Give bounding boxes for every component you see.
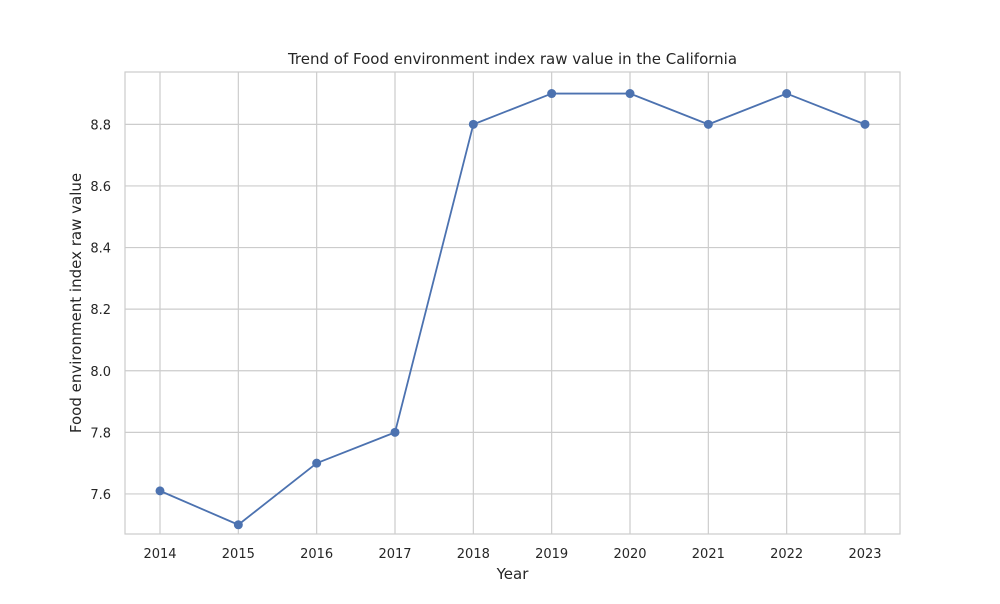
data-point (468, 119, 478, 129)
y-tick-label: 7.6 (90, 488, 111, 503)
y-tick-label: 8.4 (90, 242, 111, 257)
x-tick-label: 2016 (300, 547, 333, 562)
x-tick-label: 2021 (692, 547, 725, 562)
y-tick-label: 8.6 (90, 180, 111, 195)
x-tick-label: 2014 (143, 547, 176, 562)
x-tick-label: 2023 (848, 547, 881, 562)
data-point (625, 89, 635, 99)
data-point (312, 458, 322, 468)
x-tick-label: 2015 (222, 547, 255, 562)
data-point (703, 119, 713, 129)
chart-title: Trend of Food environment index raw valu… (287, 50, 737, 68)
series-group (155, 89, 870, 530)
series-line (159, 92, 866, 526)
data-point (860, 119, 870, 129)
x-axis-label: Year (496, 565, 530, 583)
grid-lines (125, 72, 900, 534)
data-point (390, 427, 400, 437)
data-point (155, 486, 165, 496)
x-tick-label: 2020 (613, 547, 646, 562)
y-axis-label: Food environment index raw value (67, 173, 85, 433)
x-tick-label: 2017 (378, 547, 411, 562)
plot-frame (124, 71, 901, 535)
x-tick-labels: 2014 2015 2016 2017 2018 2019 2020 2021 2022 2023 (143, 547, 881, 562)
y-tick-label: 7.8 (90, 426, 111, 441)
x-tick-label: 2018 (457, 547, 490, 562)
x-tick-label: 2019 (535, 547, 568, 562)
data-point (547, 89, 557, 99)
y-tick-label: 8.0 (90, 365, 111, 380)
y-tick-label: 8.2 (90, 303, 111, 318)
data-point (782, 89, 792, 99)
x-tick-label: 2022 (770, 547, 803, 562)
data-point (233, 520, 243, 530)
y-tick-label: 8.8 (90, 118, 111, 133)
y-tick-labels: 7.6 7.8 8.0 8.2 8.4 8.6 8.8 (90, 118, 111, 503)
